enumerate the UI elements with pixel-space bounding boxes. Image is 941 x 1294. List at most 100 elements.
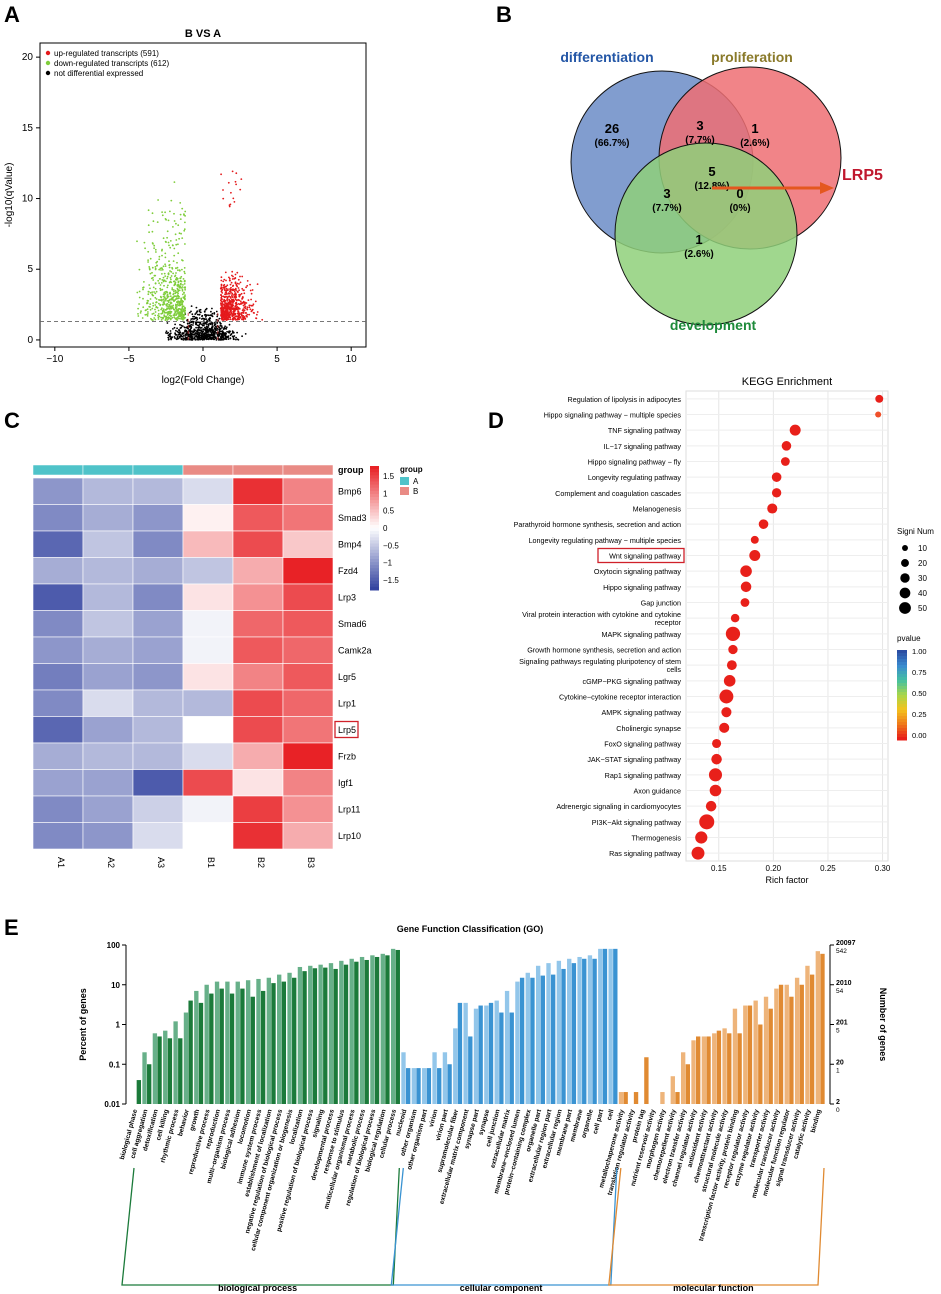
point-down (162, 308, 165, 310)
kegg-dot (780, 457, 790, 466)
heatmap-cell (132, 583, 184, 611)
heatmap-cell (232, 504, 284, 532)
point-down (142, 288, 144, 291)
point-down (181, 307, 184, 310)
point-not-de (188, 322, 191, 325)
go-bar-all-genes (287, 972, 292, 1104)
point-down (153, 317, 156, 319)
highlight-box (597, 547, 685, 564)
heatmap-cell (232, 822, 284, 850)
kegg-dot (875, 411, 882, 418)
point-down (149, 303, 152, 305)
point-up (250, 298, 253, 301)
point-down (159, 278, 162, 280)
go-bar-all-genes (618, 1092, 624, 1104)
size-legend-label: 20 (918, 559, 927, 568)
point-down (156, 306, 159, 309)
scale-gradient-step (370, 534, 379, 538)
point-down (161, 273, 163, 275)
go-group-bracket (121, 1167, 400, 1286)
point-not-de (203, 314, 206, 316)
heatmap-cell (82, 742, 134, 770)
point-not-de (227, 338, 230, 340)
kegg-dot (699, 814, 715, 830)
y-tick-label: 20 (22, 52, 34, 63)
point-up (241, 318, 244, 321)
point-not-de (228, 330, 231, 332)
point-down (154, 248, 157, 251)
point-up (256, 311, 259, 313)
point-down (160, 282, 163, 284)
go-bar-all-genes (763, 996, 769, 1104)
point-up (256, 313, 258, 316)
go-bar-all-genes (680, 1052, 686, 1104)
point-down (165, 290, 168, 293)
go-bar-all-genes (815, 951, 820, 1104)
point-not-de (218, 338, 221, 340)
point-not-de (212, 336, 215, 339)
point-up (223, 315, 226, 317)
point-down (166, 294, 169, 297)
go-group-label: molecular function (673, 1283, 754, 1293)
scale-gradient-step (370, 580, 379, 585)
point-down (164, 265, 167, 267)
go-bar-deg-genes (219, 988, 224, 1104)
point-not-de (223, 332, 226, 335)
point-down (150, 317, 152, 320)
point-up (237, 298, 240, 301)
go-bar-all-genes (422, 1068, 427, 1104)
point-not-de (207, 331, 210, 333)
point-down (168, 307, 171, 310)
point-up (227, 310, 229, 313)
kegg-dot (750, 535, 759, 544)
point-down (179, 269, 181, 272)
venn-region-count: 3 (663, 186, 670, 201)
go-bar-deg-genes (519, 977, 525, 1104)
point-down (162, 237, 165, 240)
point-down (168, 311, 170, 313)
go-bar-deg-genes (260, 990, 266, 1104)
point-down (173, 295, 176, 298)
point-down (174, 289, 177, 292)
point-not-de (179, 327, 182, 329)
go-bar-deg-genes (136, 1080, 142, 1104)
point-not-de (189, 330, 191, 332)
point-down (136, 240, 138, 243)
go-bar-all-genes (235, 981, 240, 1104)
point-not-de (195, 326, 198, 329)
heatmap-row-label: Smad6 (338, 619, 367, 629)
point-down (144, 313, 147, 316)
pvalue-gradient-step (897, 725, 907, 729)
heatmap-cell (32, 583, 84, 611)
point-up (220, 296, 223, 299)
point-not-de (197, 324, 200, 327)
point-down (177, 224, 180, 227)
point-down (163, 310, 166, 313)
point-up (234, 315, 237, 318)
point-not-de (235, 338, 237, 341)
point-down (180, 308, 182, 311)
point-up (238, 293, 241, 296)
point-up (235, 183, 238, 186)
point-not-de (169, 332, 172, 335)
point-up (224, 293, 226, 296)
heatmap-cell (232, 689, 284, 717)
scale-gradient-step (370, 497, 379, 501)
point-down (170, 271, 173, 273)
go-bar-deg-genes (281, 981, 287, 1104)
kegg-dot (719, 689, 734, 704)
heatmap-cell (232, 610, 284, 638)
point-not-de (183, 337, 186, 340)
kegg-dot (723, 675, 736, 687)
heatmap-cell (82, 716, 134, 744)
point-down (175, 267, 177, 269)
point-down (178, 232, 181, 235)
point-down (151, 266, 154, 269)
go-y-tick-label: 0.1 (109, 1060, 121, 1069)
point-up (234, 305, 237, 308)
point-down (162, 265, 165, 268)
point-down (168, 264, 171, 267)
point-down (155, 261, 158, 264)
go-right-tick-main: 2010 (836, 980, 852, 987)
heatmap-column-label: A2 (106, 857, 116, 868)
